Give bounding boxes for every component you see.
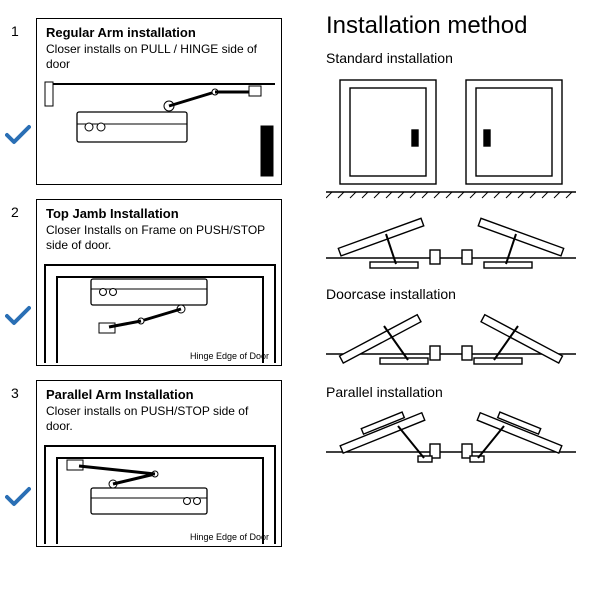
hinge-edge-label: Hinge Edge of Door: [190, 351, 269, 361]
checkmark-icon: [5, 305, 31, 327]
panel-desc: Closer installs on PUSH/STOP side of doo…: [46, 404, 272, 434]
hinge-edge-label: Hinge Edge of Door: [190, 532, 269, 542]
panel-number: 1: [11, 23, 19, 39]
panel-desc: Closer Installs on Frame on PUSH/STOP si…: [46, 223, 272, 253]
checkmark-icon: [5, 486, 31, 508]
panel-header: Top Jamb Installation Closer Installs on…: [37, 200, 281, 257]
panel-title: Regular Arm installation: [46, 26, 272, 41]
panel-title: Top Jamb Installation: [46, 207, 272, 222]
panel-parallel-arm: 3 Parallel Arm Installation Closer insta…: [36, 380, 282, 547]
doorcase-plan-figure: [326, 306, 582, 376]
panel-figure-regular: [37, 76, 281, 184]
panel-title: Parallel Arm Installation: [46, 388, 272, 403]
parallel-installation-label: Parallel installation: [326, 384, 582, 400]
doors-elevation-figure: [326, 70, 582, 200]
panel-figure-top-jamb: Hinge Edge of Door: [37, 257, 281, 365]
checkmark-icon: [5, 124, 31, 146]
installation-method-heading: Installation method: [326, 12, 582, 40]
standard-plan-figure: [326, 208, 582, 278]
right-column: Installation method Standard installatio…: [320, 0, 600, 600]
page: 1 Regular Arm installation Closer instal…: [0, 0, 600, 600]
panel-figure-parallel: Hinge Edge of Door: [37, 438, 281, 546]
panel-number: 2: [11, 204, 19, 220]
panel-regular-arm: 1 Regular Arm installation Closer instal…: [36, 18, 282, 185]
panel-header: Regular Arm installation Closer installs…: [37, 19, 281, 76]
standard-installation-label: Standard installation: [326, 50, 582, 66]
panel-number: 3: [11, 385, 19, 401]
panel-desc: Closer installs on PULL / HINGE side of …: [46, 42, 272, 72]
doorcase-installation-label: Doorcase installation: [326, 286, 582, 302]
parallel-plan-figure: [326, 404, 582, 474]
panel-header: Parallel Arm Installation Closer install…: [37, 381, 281, 438]
panel-top-jamb: 2 Top Jamb Installation Closer Installs …: [36, 199, 282, 366]
left-column: 1 Regular Arm installation Closer instal…: [0, 0, 320, 600]
